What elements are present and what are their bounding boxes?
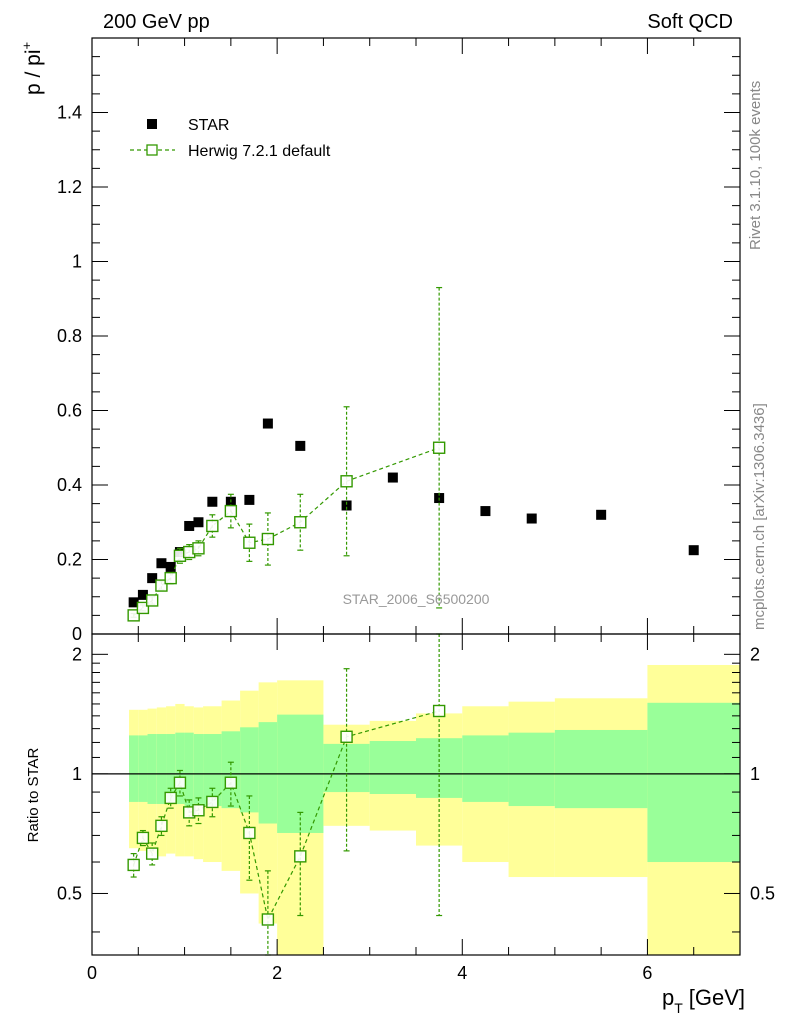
main-y-tick-label: 1.2 bbox=[57, 177, 82, 197]
inner-band-bin bbox=[508, 732, 555, 807]
legend: STAR Herwig 7.2.1 default bbox=[130, 117, 331, 160]
main-y-tick-label: 0.2 bbox=[57, 550, 82, 570]
inner-band-bin bbox=[166, 734, 176, 804]
ratio-y-tick-label-right: 0.5 bbox=[750, 883, 775, 903]
star-data-point bbox=[165, 561, 176, 572]
herwig-ratio-point bbox=[340, 730, 353, 743]
herwig-main-point bbox=[224, 504, 238, 518]
herwig-ratio-point bbox=[136, 831, 150, 845]
inner-band-bin bbox=[647, 702, 740, 863]
herwig-ratio-point bbox=[173, 776, 187, 789]
inner-band-bin bbox=[462, 735, 509, 802]
star-data-point bbox=[480, 506, 491, 517]
header-left: 200 GeV pp bbox=[103, 11, 210, 33]
watermark: STAR_2006_S6500200 bbox=[343, 591, 490, 607]
header-right: Soft QCD bbox=[647, 11, 733, 33]
herwig-main-point bbox=[243, 536, 256, 549]
herwig-main-point bbox=[127, 609, 140, 622]
xlabel: p bbox=[662, 985, 674, 1010]
herwig-main-point bbox=[136, 601, 150, 615]
inner-band-bin bbox=[138, 735, 148, 802]
main-y-tick-label: 0.4 bbox=[57, 475, 82, 495]
star-data-point bbox=[596, 509, 607, 520]
star-data-point bbox=[341, 500, 352, 511]
inner-band-bin bbox=[554, 729, 648, 809]
main-y-tick-label: 0 bbox=[72, 624, 82, 644]
star-data-point bbox=[184, 520, 195, 531]
inner-band-bin bbox=[129, 735, 139, 802]
star-data-point bbox=[688, 545, 699, 556]
herwig-ratio-point bbox=[224, 776, 238, 789]
herwig-ratio-point bbox=[261, 913, 275, 926]
inner-band-bin bbox=[156, 734, 167, 804]
herwig-ratio-point bbox=[294, 850, 307, 863]
main-y-tick-label: 1.4 bbox=[57, 103, 82, 123]
x-tick-label: 6 bbox=[642, 963, 652, 983]
herwig-ratio-point bbox=[243, 826, 256, 840]
star-data-point bbox=[193, 517, 204, 528]
ratio-y-tick-label-right: 1 bbox=[750, 764, 760, 784]
herwig-main-point bbox=[261, 532, 275, 546]
herwig-ratio-point bbox=[432, 704, 446, 718]
inner-band-bin bbox=[193, 734, 204, 804]
herwig-main-point bbox=[340, 475, 353, 488]
herwig-main-point bbox=[155, 579, 168, 592]
ratio-y-tick-label: 1 bbox=[72, 764, 82, 784]
inner-band-bin bbox=[369, 741, 416, 794]
main-y-tick-label: 0.8 bbox=[57, 326, 82, 346]
ratio-y-tick-label: 0.5 bbox=[57, 883, 82, 903]
legend-marker-herwig bbox=[146, 144, 158, 156]
inner-band-bin bbox=[416, 738, 463, 798]
legend-label-herwig: Herwig 7.2.1 default bbox=[188, 143, 331, 160]
ratio-y-axis-title: Ratio to STAR bbox=[25, 747, 42, 842]
rivet-label: Rivet 3.1.10, 100k events bbox=[747, 81, 764, 250]
x-tick-label: 2 bbox=[272, 963, 282, 983]
ratio-y-tick-label-right: 2 bbox=[750, 644, 760, 664]
inner-band-bin bbox=[203, 734, 222, 807]
star-data-point bbox=[156, 558, 167, 569]
star-data-point bbox=[295, 440, 306, 451]
main-y-axis-title: p / pi+ bbox=[19, 42, 45, 95]
star-data-point bbox=[207, 496, 218, 507]
star-data-point bbox=[526, 513, 537, 524]
main-y-tick-label: 0.6 bbox=[57, 401, 82, 421]
herwig-ratio-point bbox=[145, 847, 159, 860]
main-ylabel-sup: + bbox=[19, 42, 34, 50]
svg-text:p / pi+: p / pi+ bbox=[19, 42, 45, 95]
herwig-ratio-point bbox=[127, 858, 140, 872]
star-data-point bbox=[262, 418, 273, 429]
star-data-point bbox=[147, 573, 158, 584]
star-data-point bbox=[137, 589, 148, 600]
x-axis-title: pT [GeV] bbox=[662, 985, 745, 1016]
herwig-ratio-point bbox=[206, 795, 219, 809]
inner-band-bin bbox=[258, 722, 278, 824]
herwig-ratio-point bbox=[164, 791, 177, 805]
herwig-main-point bbox=[294, 516, 307, 529]
ratio-y-tick-label: 2 bbox=[72, 644, 82, 664]
herwig-main-point bbox=[432, 441, 446, 454]
herwig-main-point bbox=[145, 594, 159, 607]
inner-band-bin bbox=[175, 732, 185, 804]
herwig-ratio-point bbox=[155, 819, 168, 833]
xlabel-unit: [GeV] bbox=[689, 985, 745, 1010]
inner-band-bin bbox=[147, 734, 157, 804]
x-tick-label: 0 bbox=[87, 963, 97, 983]
herwig-main-point bbox=[164, 571, 177, 585]
herwig-ratio-point bbox=[192, 804, 205, 817]
legend-label-star: STAR bbox=[188, 117, 229, 134]
x-tick-label: 4 bbox=[457, 963, 467, 983]
herwig-main-point bbox=[206, 519, 219, 533]
star-data-point bbox=[387, 472, 398, 483]
inner-band-bin bbox=[184, 732, 194, 807]
legend-marker-star bbox=[147, 119, 157, 129]
star-data-point bbox=[244, 494, 255, 505]
main-ylabel: p / pi bbox=[22, 49, 45, 95]
mcplots-label: mcplots.cern.ch [arXiv:1306.3436] bbox=[751, 403, 768, 630]
herwig-main-point bbox=[192, 542, 205, 555]
xlabel-sub: T bbox=[674, 1000, 683, 1016]
main-y-tick-label: 1 bbox=[72, 252, 82, 272]
star-data-point bbox=[128, 597, 139, 608]
inner-band-bin bbox=[240, 727, 259, 813]
